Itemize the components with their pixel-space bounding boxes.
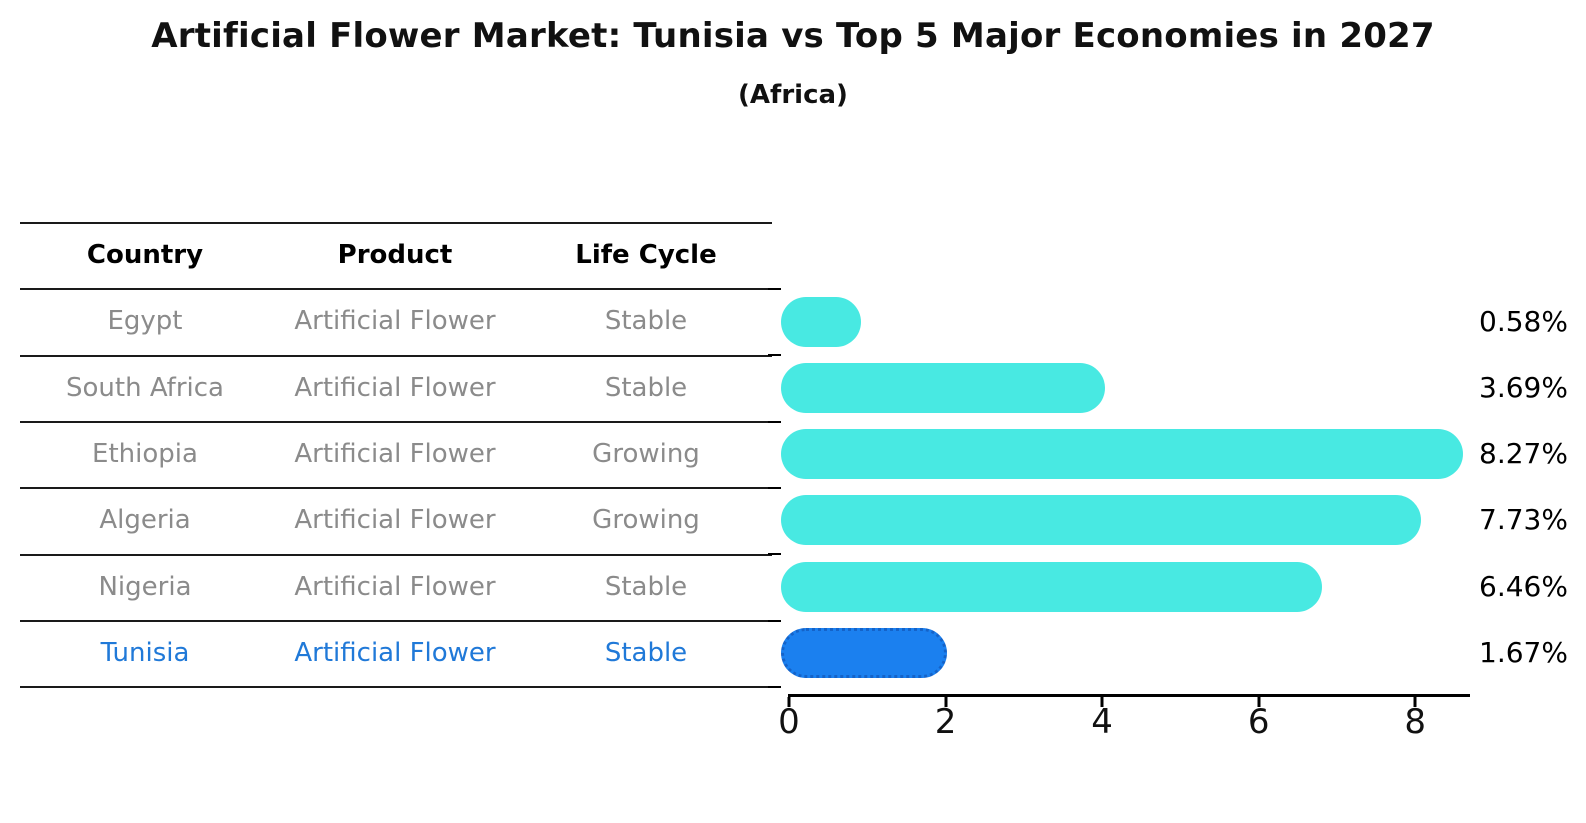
bar-ethiopia bbox=[781, 429, 1464, 480]
bar-south-africa bbox=[781, 362, 1105, 413]
bar-algeria bbox=[781, 495, 1422, 546]
y-axis-tick bbox=[768, 619, 781, 622]
table-cell-country: Algeria bbox=[99, 505, 191, 536]
x-axis-tick-label: 6 bbox=[1247, 702, 1270, 742]
table-divider bbox=[20, 487, 772, 490]
table-cell-lifecycle: Growing bbox=[592, 438, 700, 469]
table-cell-product: Artificial Flower bbox=[294, 438, 496, 469]
y-axis-tick bbox=[768, 420, 781, 423]
table-divider bbox=[20, 686, 772, 689]
bar-egypt bbox=[781, 296, 862, 347]
table-cell-country: Tunisia bbox=[100, 637, 190, 668]
x-axis-tick-label: 8 bbox=[1404, 702, 1427, 742]
table-divider bbox=[20, 619, 772, 622]
table-cell-country: Nigeria bbox=[98, 571, 192, 602]
table-divider bbox=[20, 553, 772, 556]
y-axis-tick bbox=[768, 553, 781, 556]
table-divider bbox=[20, 222, 772, 224]
value-label: 1.67% bbox=[1479, 636, 1568, 669]
x-axis-tick bbox=[944, 697, 948, 707]
y-axis-tick bbox=[768, 288, 781, 290]
x-axis-tick bbox=[1257, 697, 1261, 707]
x-axis-tick bbox=[787, 697, 791, 707]
bar-tunisia bbox=[781, 628, 947, 678]
x-axis-tick bbox=[1100, 697, 1104, 707]
table-cell-product: Artificial Flower bbox=[294, 306, 496, 337]
table-header-lifecycle: Life Cycle bbox=[575, 240, 717, 270]
table-divider bbox=[20, 354, 772, 357]
chart-subtitle: (Africa) bbox=[738, 80, 848, 110]
x-axis-tick-label: 4 bbox=[1091, 702, 1113, 742]
table-cell-product: Artificial Flower bbox=[294, 637, 496, 668]
table-cell-lifecycle: Stable bbox=[604, 372, 688, 403]
table-cell-country: Ethiopia bbox=[92, 438, 198, 469]
value-label: 6.46% bbox=[1479, 569, 1568, 603]
value-label: 7.73% bbox=[1479, 503, 1568, 537]
x-axis-tick bbox=[1413, 697, 1417, 707]
table-divider bbox=[20, 288, 772, 291]
table-header-country: Country bbox=[86, 240, 204, 270]
value-label: 0.58% bbox=[1479, 304, 1568, 338]
table-cell-product: Artificial Flower bbox=[294, 505, 496, 536]
table-cell-product: Artificial Flower bbox=[294, 372, 496, 403]
bar-nigeria bbox=[781, 561, 1322, 612]
table-cell-lifecycle: Stable bbox=[604, 571, 688, 602]
x-axis-tick-label: 0 bbox=[778, 702, 800, 742]
y-axis-tick bbox=[768, 486, 781, 489]
value-label: 3.69% bbox=[1479, 370, 1568, 404]
table-cell-country: South Africa bbox=[66, 372, 224, 403]
table-cell-lifecycle: Stable bbox=[604, 637, 688, 668]
y-axis-tick bbox=[768, 685, 781, 688]
table-divider bbox=[20, 420, 772, 423]
table-header-product: Product bbox=[337, 240, 453, 270]
value-label: 8.27% bbox=[1479, 437, 1568, 471]
table-cell-lifecycle: Stable bbox=[604, 306, 688, 337]
chart-title: Artificial Flower Market: Tunisia vs Top… bbox=[151, 16, 1435, 56]
x-axis-line bbox=[788, 694, 1470, 697]
table-cell-lifecycle: Growing bbox=[592, 505, 700, 536]
table-cell-country: Egypt bbox=[107, 306, 183, 337]
y-axis-tick bbox=[768, 354, 781, 357]
table-cell-product: Artificial Flower bbox=[294, 571, 496, 602]
x-axis-tick-label: 2 bbox=[934, 702, 957, 742]
